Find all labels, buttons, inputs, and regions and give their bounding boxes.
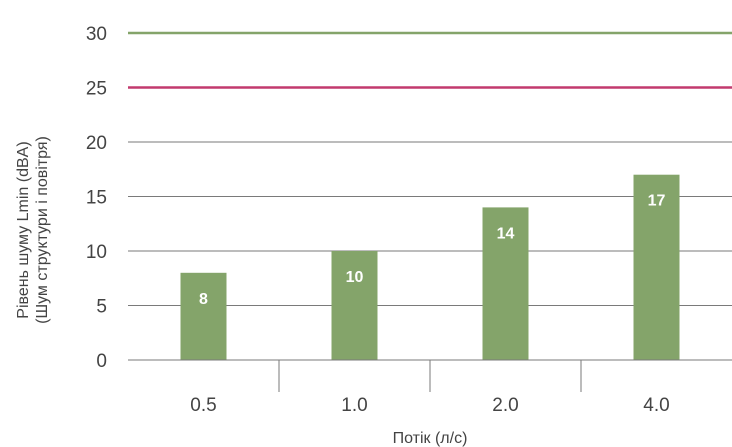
bar [180, 272, 227, 360]
y-tick-label: 20 [86, 133, 107, 154]
y-axis-title-line2: (Шум структури і повітря) [34, 136, 51, 324]
y-tick-label: 10 [86, 242, 107, 263]
x-tick-label: 4.0 [643, 395, 669, 416]
x-axis: 0.5 1.0 2.0 4.0 [128, 359, 732, 416]
y-axis-title-line1: Рівень шуму Lmin (dBA) [15, 141, 32, 318]
y-tick-label: 15 [86, 188, 107, 209]
bars [180, 174, 680, 360]
data-label: 17 [648, 193, 666, 210]
bar [633, 174, 680, 360]
data-label: 10 [346, 269, 364, 286]
x-tick-label: 2.0 [492, 395, 518, 416]
y-axis: 0 5 10 15 20 25 30 [86, 24, 107, 372]
y-tick-label: 5 [96, 297, 107, 318]
reference-lines [128, 31, 732, 89]
x-tick-label: 0.5 [190, 395, 216, 416]
y-tick-label: 0 [96, 351, 107, 372]
bar [331, 251, 378, 360]
x-tick-label: 1.0 [341, 395, 367, 416]
bar [482, 207, 529, 360]
data-label: 14 [497, 225, 515, 242]
y-tick-label: 25 [86, 79, 107, 100]
x-axis-title: Потік (л/с) [393, 430, 468, 447]
data-label: 8 [199, 291, 208, 308]
data-labels: 8 10 14 17 [199, 193, 665, 308]
y-tick-label: 30 [86, 24, 107, 45]
grid-lines [128, 141, 732, 306]
